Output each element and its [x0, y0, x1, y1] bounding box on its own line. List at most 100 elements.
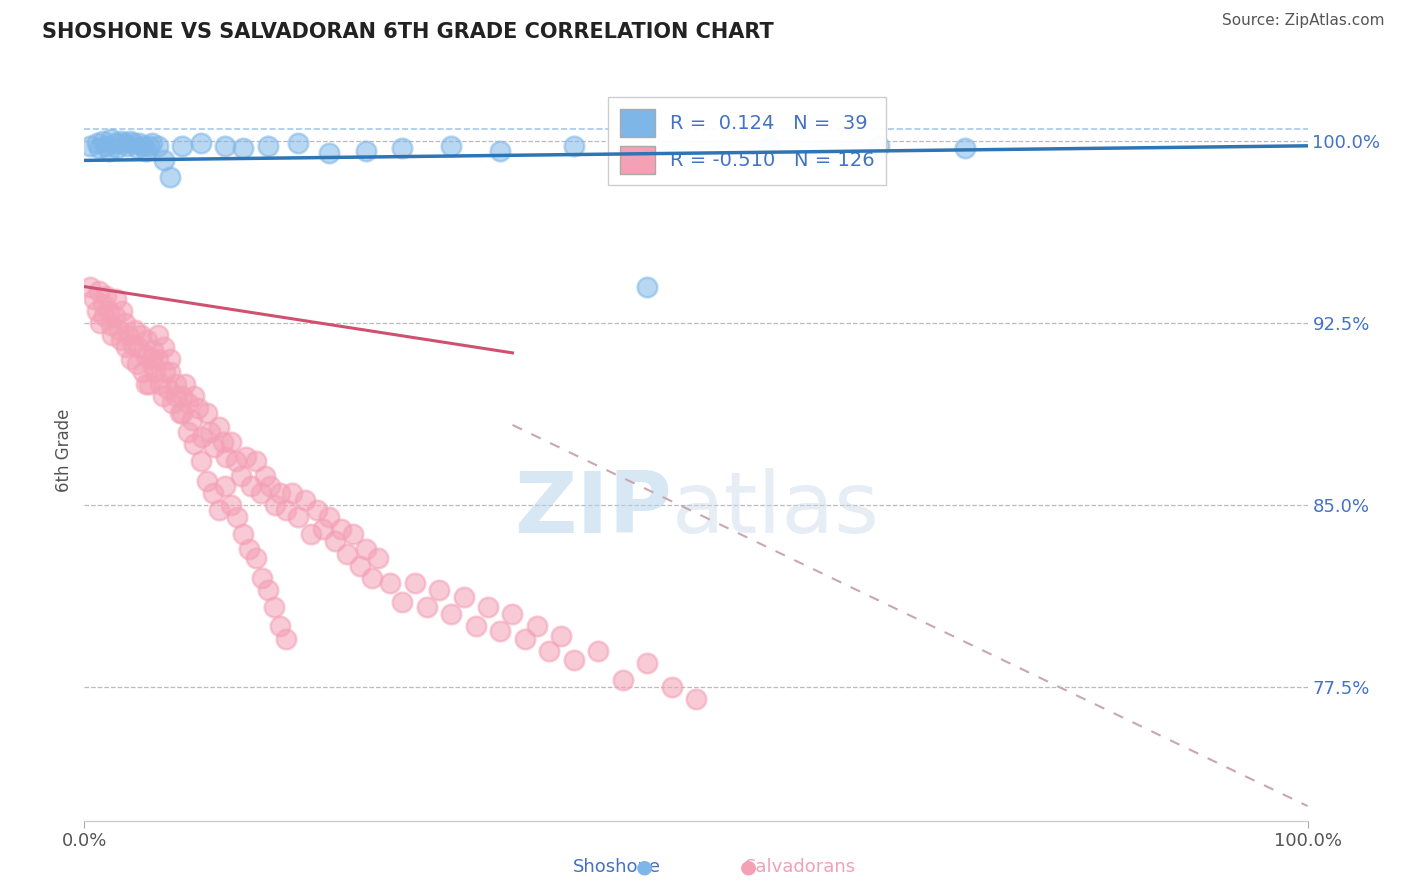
Point [257, 138, 280, 153]
Point [135, 348, 157, 362]
Point [416, 600, 439, 615]
Point [104, 309, 127, 323]
Point [391, 595, 413, 609]
Point [276, 503, 298, 517]
Point [172, 138, 194, 153]
Point [953, 141, 976, 155]
Point [105, 141, 128, 155]
Text: ZIP: ZIP [513, 468, 672, 551]
Point [129, 328, 152, 343]
Y-axis label: 6th Grade: 6th Grade [55, 409, 73, 492]
Point [91, 134, 114, 148]
Point [187, 401, 209, 415]
Point [526, 619, 548, 633]
Point [172, 389, 194, 403]
Point [404, 575, 426, 590]
Point [146, 352, 169, 367]
Point [612, 673, 634, 687]
Point [125, 357, 148, 371]
Point [125, 141, 148, 155]
Point [141, 136, 163, 151]
Point [538, 644, 561, 658]
Point [159, 352, 181, 367]
Point [152, 389, 174, 403]
Point [141, 357, 163, 371]
Point [281, 486, 304, 500]
Point [195, 406, 218, 420]
Point [294, 493, 316, 508]
Point [181, 413, 204, 427]
Point [156, 382, 179, 396]
Point [259, 478, 281, 492]
Point [513, 632, 536, 646]
Point [636, 656, 658, 670]
Point [440, 138, 463, 153]
Point [219, 498, 242, 512]
Point [354, 541, 377, 556]
Point [238, 541, 260, 556]
Point [200, 425, 222, 440]
Point [323, 534, 346, 549]
Point [201, 486, 224, 500]
Point [287, 510, 309, 524]
Point [299, 527, 322, 541]
Point [153, 365, 176, 379]
Point [124, 323, 146, 337]
Point [342, 527, 364, 541]
Point [239, 478, 262, 492]
Point [159, 170, 181, 185]
Point [269, 619, 291, 633]
Point [250, 571, 273, 585]
Point [146, 138, 169, 153]
Point [208, 420, 231, 434]
Point [477, 600, 499, 615]
Point [453, 591, 475, 605]
Text: ●: ● [740, 857, 756, 877]
Point [96, 138, 118, 153]
Point [169, 406, 191, 420]
Point [586, 644, 609, 658]
Point [159, 365, 181, 379]
Point [93, 309, 115, 323]
Point [153, 340, 176, 354]
Point [162, 396, 184, 410]
Point [110, 134, 132, 148]
Point [107, 323, 129, 337]
Point [232, 527, 254, 541]
Point [165, 376, 187, 391]
Point [86, 304, 108, 318]
Point [232, 141, 254, 155]
Point [202, 440, 225, 454]
Point [132, 365, 155, 379]
Point [312, 522, 335, 536]
Point [183, 389, 205, 403]
Point [318, 510, 340, 524]
Point [263, 600, 285, 615]
Point [79, 138, 101, 153]
Point [153, 153, 176, 168]
Point [208, 503, 231, 517]
Point [101, 328, 124, 343]
Point [173, 376, 195, 391]
Point [118, 134, 141, 148]
Point [249, 486, 271, 500]
Point [117, 328, 139, 343]
Point [172, 406, 194, 420]
Point [132, 138, 155, 153]
Point [380, 575, 402, 590]
Point [100, 131, 122, 145]
Point [83, 292, 105, 306]
Point [128, 136, 150, 151]
Point [318, 146, 340, 161]
Point [360, 571, 382, 585]
Point [120, 352, 142, 367]
Text: ●: ● [636, 857, 652, 877]
Point [91, 296, 114, 310]
Point [502, 607, 524, 622]
Point [87, 285, 110, 299]
Point [869, 138, 891, 153]
Point [214, 138, 236, 153]
Point [245, 551, 267, 566]
Point [115, 138, 138, 153]
Point [96, 289, 118, 303]
